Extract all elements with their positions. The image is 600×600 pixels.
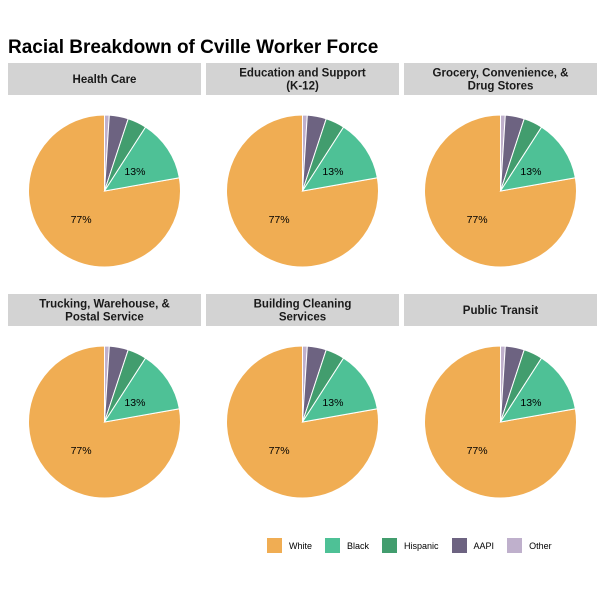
panel-title-line: Health Care [73, 74, 137, 86]
panel-strip [404, 294, 597, 326]
data-label-black: 13% [520, 166, 541, 178]
legend-swatch-other [507, 538, 523, 553]
pie-slice-black [301, 126, 378, 192]
data-label-white: 77% [269, 214, 290, 226]
panel-grocery-convenience-drug-stores: Grocery, Convenience, &Drug Stores 77% 13% [404, 63, 597, 268]
data-label-white: 77% [71, 445, 92, 457]
panel-title-line: Grocery, Convenience, & [433, 68, 569, 80]
pie-slice-black [103, 126, 180, 192]
pie-slice-black [103, 357, 180, 423]
panel-title-line: Services [279, 312, 326, 324]
data-label-white: 77% [467, 214, 488, 226]
pie-slice-white [226, 345, 379, 499]
panel-strip [404, 63, 597, 95]
pie-slice-black [301, 357, 378, 423]
legend-item-other: Other [507, 538, 552, 553]
panel-title-line: Postal Service [65, 312, 144, 324]
pie-slice-white [28, 345, 181, 499]
pie-slice-white [28, 114, 181, 268]
legend-item-aapi: AAPI [451, 538, 495, 553]
panel-title-line: (K-12) [286, 81, 319, 93]
legend-label-other: Other [529, 540, 552, 551]
panel-title-line: Education and Support [239, 68, 366, 80]
panel-strip [206, 63, 399, 95]
panel-strip [206, 294, 399, 326]
panel-title-line: Trucking, Warehouse, & [39, 299, 170, 311]
data-label-black: 13% [520, 397, 541, 409]
pie-slice-black [499, 357, 576, 423]
legend: White Black Hispanic AAPI Other [267, 538, 565, 553]
chart-title: Racial Breakdown of Cville Worker Force [8, 37, 379, 58]
pie-slice-white [226, 114, 379, 268]
legend-label-aapi: AAPI [473, 540, 495, 551]
legend-item-hispanic: Hispanic [382, 538, 439, 553]
legend-label-black: Black [347, 540, 370, 551]
legend-item-white: White [267, 538, 312, 553]
panel-strip [8, 63, 201, 95]
panel-education-and-support-k-12: Education and Support(K-12) 77% 13% [206, 63, 399, 268]
data-label-black: 13% [124, 166, 145, 178]
pie-slice-white [424, 345, 577, 499]
legend-swatch-aapi [451, 538, 467, 553]
legend-swatch-white [267, 538, 282, 553]
panel-title-line: Drug Stores [468, 81, 534, 93]
panel-title-line: Building Cleaning [254, 299, 352, 311]
legend-swatch-black [325, 538, 341, 553]
legend-item-black: Black [325, 538, 369, 553]
data-label-white: 77% [269, 445, 290, 457]
panel-public-transit: Public Transit 77% 13% [404, 294, 597, 499]
pie-slice-black [499, 126, 576, 192]
pie-slice-white [424, 114, 577, 268]
data-label-black: 13% [322, 166, 343, 178]
panel-strip [8, 294, 201, 326]
panel-trucking-warehouse-postal-service: Trucking, Warehouse, &Postal Service 77% 1… [8, 294, 201, 499]
legend-label-hispanic: Hispanic [404, 540, 439, 551]
panel-title-line: Public Transit [463, 305, 539, 317]
data-label-white: 77% [467, 445, 488, 457]
data-label-black: 13% [322, 397, 343, 409]
data-label-white: 77% [71, 214, 92, 226]
data-label-black: 13% [124, 397, 145, 409]
legend-label-white: White [289, 540, 313, 551]
panel-health-care: Health Care 77% 13% [8, 63, 201, 268]
legend-swatch-hispanic [382, 538, 398, 553]
